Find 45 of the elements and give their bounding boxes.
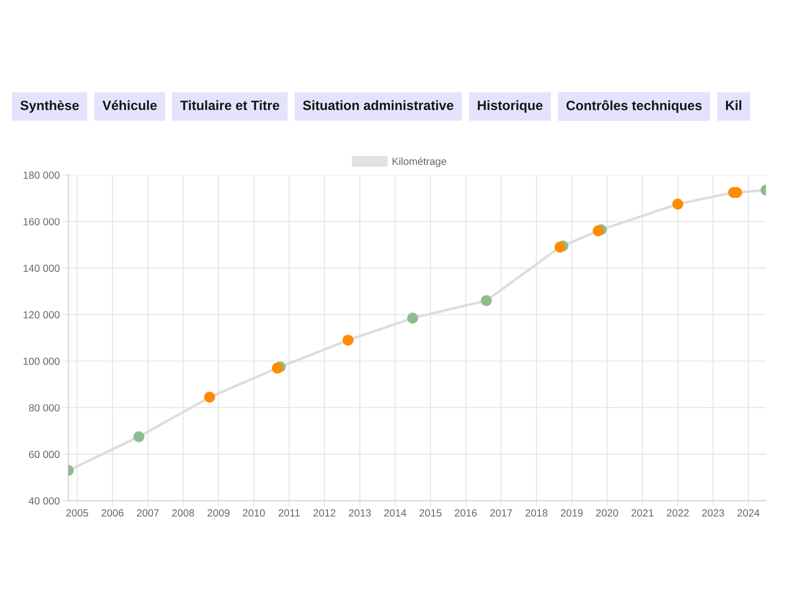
x-tick-label: 2012: [314, 509, 336, 517]
y-tick-label: 120 000: [24, 311, 60, 318]
x-tick-label: 2014: [384, 509, 406, 517]
x-tick-label: 2018: [526, 509, 548, 517]
x-tick-label: 2008: [172, 509, 194, 517]
x-tick-label: 2007: [136, 509, 159, 517]
y-tick-label: 80 000: [28, 404, 60, 412]
point: [480, 295, 492, 306]
legend-label: Kilométrage: [392, 157, 446, 167]
y-tick-label: 60 000: [29, 450, 60, 458]
x-tick-label: 2015: [420, 509, 442, 517]
x-tick-label: 2016: [454, 509, 477, 517]
point: [204, 392, 216, 403]
y-tick-label: 40 000: [28, 497, 60, 505]
point: [407, 312, 418, 324]
x-tick-label: 2011: [278, 509, 300, 517]
text: Titulaire et Titre: [180, 100, 280, 110]
point: [592, 225, 604, 236]
point: [554, 242, 566, 253]
y-tick-label: 140 000: [24, 264, 60, 272]
text: Contrôles techniques: [566, 100, 702, 113]
x-tick-label: 2022: [666, 509, 689, 517]
x-tick-label: 2023: [702, 509, 724, 517]
x-tick-label: 2019: [560, 509, 583, 517]
point: [342, 334, 354, 346]
x-tick-label: 2009: [208, 509, 230, 517]
y-tick-label: 160 000: [24, 218, 60, 226]
y-tick-label: 180 000: [24, 172, 60, 179]
point: [272, 362, 283, 374]
text: Véhicule: [102, 100, 157, 110]
x-tick-label: 2013: [348, 509, 371, 517]
point: [672, 198, 684, 210]
point: [133, 431, 144, 442]
x-tick-label: 2017: [490, 509, 512, 517]
x-tick-label: 2020: [596, 509, 618, 517]
x-tick-label: 2024: [737, 509, 760, 517]
text: Situation administrative: [303, 100, 454, 110]
text: Synthèse: [20, 100, 79, 113]
x-tick-label: 2021: [632, 509, 654, 517]
x-tick-label: 2010: [242, 509, 265, 517]
text: Kil: [726, 100, 742, 110]
text: Historique: [478, 100, 542, 113]
y-tick-label: 100 000: [24, 358, 60, 365]
x-tick-label: 2006: [102, 509, 124, 517]
x-tick-label: 2005: [66, 509, 88, 517]
